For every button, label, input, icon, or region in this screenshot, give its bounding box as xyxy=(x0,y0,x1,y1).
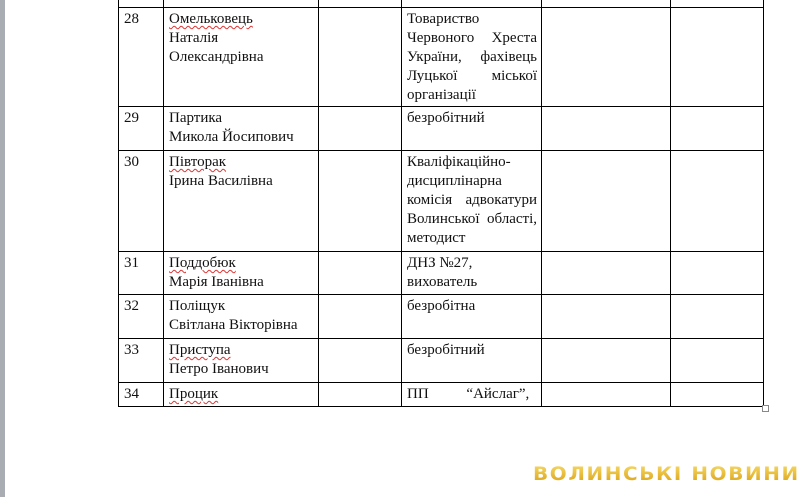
empty-cell xyxy=(541,294,671,339)
surname: Півторак xyxy=(169,154,227,170)
empty-cell xyxy=(318,251,402,295)
empty-cell xyxy=(541,251,671,295)
table-row: 29 Партика Микола Йосипович безробітний xyxy=(118,106,764,151)
name-cell: Поліщук Світлана Вікторівна xyxy=(163,294,319,339)
empty-cell xyxy=(541,150,671,252)
row-number: 31 xyxy=(118,251,164,295)
empty-cell xyxy=(670,150,764,252)
empty-cell xyxy=(541,338,671,383)
occupation-cell: Товариство Червоного Хреста України, фах… xyxy=(401,7,542,107)
empty-cell xyxy=(541,7,671,107)
watermark-logo: ВОЛИНСЬКІ НОВИНИ xyxy=(533,463,797,485)
given-name: Микола Йосипович xyxy=(169,129,294,145)
table-row: 32 Поліщук Світлана Вікторівна безробітна xyxy=(118,294,764,339)
occupation-cell: безробітна xyxy=(401,294,542,339)
surname: Приступа xyxy=(169,342,231,358)
name-cell: Омельковець Наталія Олександрівна xyxy=(163,7,319,107)
patronymic: Олександрівна xyxy=(169,49,264,65)
occupation-cell: безробітний xyxy=(401,338,542,383)
surname: Омельковець xyxy=(169,11,253,27)
row-number: 33 xyxy=(118,338,164,383)
empty-cell xyxy=(541,382,671,407)
empty-cell xyxy=(670,0,764,8)
table-resize-handle[interactable] xyxy=(762,405,769,412)
empty-cell xyxy=(670,382,764,407)
occupation-cell: ДНЗ №27, вихователь xyxy=(401,251,542,295)
occupation-cell: ПП “Айслаг”, xyxy=(401,382,542,407)
empty-cell xyxy=(318,382,402,407)
row-number: 29 xyxy=(118,106,164,151)
given-name: Ірина Василівна xyxy=(169,173,273,189)
row-number: 32 xyxy=(118,294,164,339)
name-cell: Партика Микола Йосипович xyxy=(163,106,319,151)
surname: Партика xyxy=(169,110,223,126)
table-row: 33 Приступа Петро Іванович безробітний xyxy=(118,338,764,383)
occupation-cell: Кваліфікаційно-дисциплінарна комісія адв… xyxy=(401,150,542,252)
empty-cell xyxy=(670,251,764,295)
empty-cell xyxy=(670,294,764,339)
surname: Поддобюк xyxy=(169,255,236,271)
given-name: Петро Іванович xyxy=(169,361,269,377)
name-cell: Приступа Петро Іванович xyxy=(163,338,319,383)
empty-cell xyxy=(670,7,764,107)
name-cell: Поддобюк Марія Іванівна xyxy=(163,251,319,295)
row-number: 34 xyxy=(118,382,164,407)
empty-cell xyxy=(541,106,671,151)
table-row xyxy=(118,0,764,8)
occupation-cell xyxy=(401,0,542,8)
table-row: 28 Омельковець Наталія Олександрівна Товар… xyxy=(118,7,764,107)
empty-cell xyxy=(670,106,764,151)
empty-cell xyxy=(318,106,402,151)
empty-cell xyxy=(318,7,402,107)
name-cell xyxy=(163,0,319,8)
candidates-table: 28 Омельковець Наталія Олександрівна Товар… xyxy=(118,0,764,407)
empty-cell xyxy=(318,338,402,383)
empty-cell xyxy=(318,294,402,339)
table-row: 30 Півторак Ірина Василівна Кваліфікаційн… xyxy=(118,150,764,252)
empty-cell xyxy=(318,150,402,252)
table-row: 31 Поддобюк Марія Іванівна ДНЗ №27, вихов… xyxy=(118,251,764,295)
given-name: Світлана Вікторівна xyxy=(169,317,298,333)
given-name: Марія Іванівна xyxy=(169,274,264,290)
row-number: 30 xyxy=(118,150,164,252)
occupation-cell: безробітний xyxy=(401,106,542,151)
given-name: Наталія xyxy=(169,30,219,46)
name-cell: Півторак Ірина Василівна xyxy=(163,150,319,252)
surname: Поліщук xyxy=(169,298,226,314)
empty-cell xyxy=(541,0,671,8)
window-left-gutter xyxy=(0,0,5,497)
row-number xyxy=(118,0,164,8)
table-row: 34 Процик ПП “Айслаг”, xyxy=(118,382,764,407)
surname: Процик xyxy=(169,386,219,402)
empty-cell xyxy=(670,338,764,383)
empty-cell xyxy=(318,0,402,8)
name-cell: Процик xyxy=(163,382,319,407)
row-number: 28 xyxy=(118,7,164,107)
